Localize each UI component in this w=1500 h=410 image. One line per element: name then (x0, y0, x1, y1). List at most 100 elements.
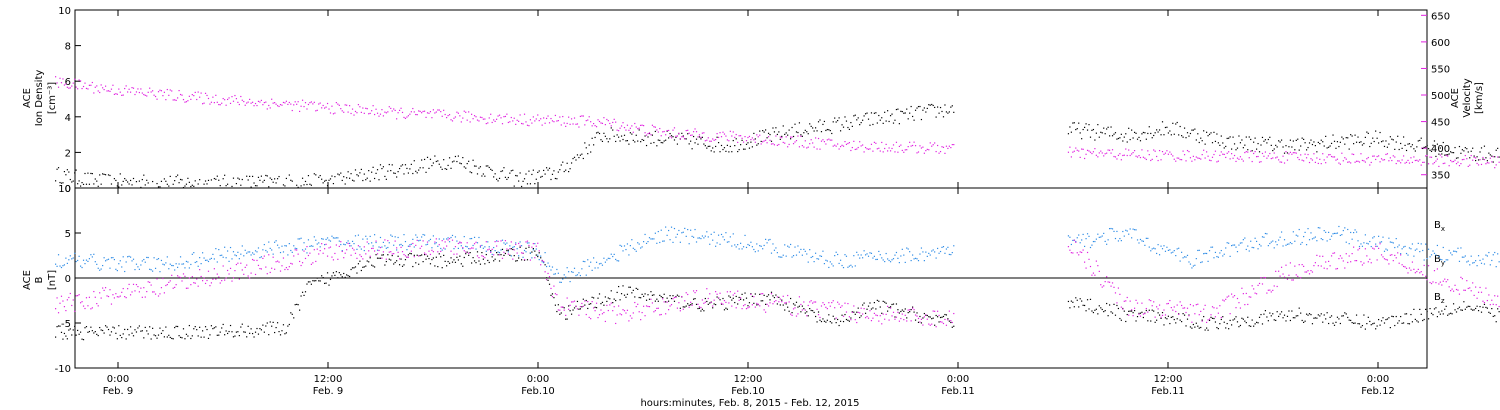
velocity-point (174, 99, 176, 101)
bx-point (1463, 301, 1465, 303)
bx-point (68, 329, 70, 331)
bx-point (1150, 320, 1152, 322)
bx-point (873, 301, 875, 304)
density-point (373, 177, 376, 180)
density-point (913, 119, 915, 121)
by-point (288, 243, 290, 245)
bx-point (1120, 319, 1122, 321)
bx-point (1308, 313, 1311, 315)
density-point (422, 167, 424, 169)
by-point (97, 267, 99, 269)
density-point (1338, 145, 1340, 148)
bx-point (1411, 321, 1414, 323)
by-point (332, 237, 335, 239)
velocity-point (426, 112, 429, 114)
velocity-point (202, 103, 204, 105)
velocity-point (249, 98, 251, 100)
bx-point (128, 334, 130, 336)
by-point (149, 268, 151, 270)
velocity-point (425, 116, 427, 119)
velocity-point (1248, 157, 1250, 159)
bx-point (814, 315, 817, 318)
density-point (922, 109, 924, 111)
velocity-point (1317, 162, 1319, 165)
velocity-point (791, 136, 793, 138)
velocity-point (1414, 159, 1416, 162)
velocity-point (1333, 156, 1336, 158)
bx-point (204, 326, 207, 328)
density-point (916, 107, 918, 109)
bx-point (1269, 312, 1271, 314)
density-point (860, 122, 862, 124)
bx-point (629, 286, 631, 288)
bx-point (412, 265, 414, 268)
bx-point (1125, 320, 1127, 323)
density-point (1117, 137, 1120, 140)
velocity-point (1353, 153, 1355, 156)
by-point (160, 259, 163, 262)
bx-point (156, 337, 158, 339)
velocity-point (319, 102, 321, 104)
density-point (1367, 132, 1369, 134)
density-point (1420, 137, 1422, 139)
velocity-point (835, 145, 837, 147)
bx-point (1398, 320, 1400, 322)
velocity-point (1147, 150, 1149, 152)
velocity-point (515, 123, 517, 125)
density-point (175, 176, 177, 178)
density-point (1198, 141, 1200, 144)
velocity-point (1117, 154, 1120, 156)
by-point (266, 251, 268, 253)
by-point (341, 250, 343, 252)
velocity-point (923, 152, 925, 154)
velocity-point (360, 111, 362, 113)
velocity-point (712, 138, 714, 140)
velocity-point (121, 94, 123, 96)
velocity-point (1103, 155, 1105, 157)
density-point (1125, 133, 1127, 135)
density-point (144, 184, 146, 186)
bx-point (1414, 318, 1416, 321)
velocity-point (525, 121, 527, 123)
bx-point (371, 264, 373, 266)
density-point (507, 176, 509, 179)
velocity-point (729, 130, 731, 132)
velocity-point (678, 132, 680, 134)
density-point (934, 106, 936, 109)
velocity-point (929, 142, 931, 144)
density-point (519, 172, 521, 174)
bx-point (65, 335, 67, 337)
bx-point (240, 326, 242, 328)
velocity-point (1432, 163, 1434, 165)
density-point (910, 105, 912, 108)
legend-bx-sub: x (1441, 225, 1445, 233)
density-point (307, 175, 310, 177)
bx-point (623, 294, 626, 296)
by-point (485, 250, 487, 252)
density-point (1380, 141, 1383, 143)
density-point (1163, 134, 1165, 136)
by-point (129, 256, 132, 258)
bx-point (790, 297, 792, 300)
bx-point (835, 322, 837, 324)
bx-point (82, 339, 85, 341)
velocity-point (1167, 153, 1169, 155)
density-point (1220, 135, 1222, 137)
velocity-point (1111, 149, 1114, 151)
density-point (590, 151, 592, 153)
by-point (409, 244, 411, 246)
bx-point (490, 250, 492, 252)
bx-point (1475, 307, 1477, 310)
density-point (598, 132, 601, 135)
velocity-point (1116, 158, 1118, 160)
density-point (1139, 140, 1142, 142)
bx-point (901, 309, 903, 311)
velocity-point (1272, 157, 1274, 159)
density-point (1233, 143, 1236, 145)
bx-point (598, 293, 601, 295)
bx-point (844, 313, 846, 316)
density-point (393, 172, 395, 174)
bx-point (401, 265, 404, 267)
by-point (171, 264, 173, 267)
bx-point (1094, 309, 1096, 311)
